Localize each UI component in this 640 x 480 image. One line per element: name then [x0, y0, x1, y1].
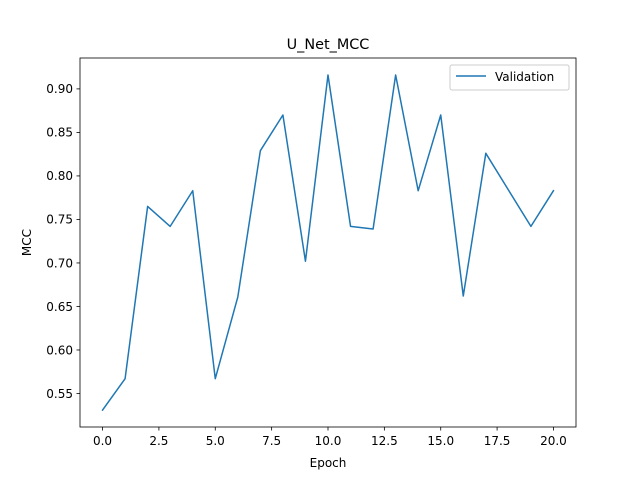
y-tick-label: 0.90 [46, 82, 73, 96]
plot-area [101, 74, 555, 412]
legend-label-validation: Validation [495, 70, 554, 84]
y-axis: 0.55 0.60 0.65 0.70 0.75 0.80 0.85 0.90 [46, 82, 80, 401]
x-tick-label: 10.0 [315, 434, 342, 448]
x-tick-label: 0.0 [93, 434, 112, 448]
y-tick-label: 0.80 [46, 169, 73, 183]
x-tick-label: 17.5 [484, 434, 511, 448]
x-tick-label: 5.0 [206, 434, 225, 448]
y-tick-label: 0.60 [46, 343, 73, 357]
y-axis-label: MCC [20, 229, 34, 256]
chart-title: U_Net_MCC [287, 37, 370, 53]
legend: Validation [449, 64, 570, 91]
y-tick-label: 0.55 [46, 387, 73, 401]
x-tick-label: 15.0 [427, 434, 454, 448]
y-tick-label: 0.85 [46, 126, 73, 140]
x-tick-label: 20.0 [540, 434, 567, 448]
x-axis: 0.0 2.5 5.0 7.5 10.0 12.5 15.0 17.5 20.0 [93, 427, 567, 448]
series-line-validation [101, 74, 555, 412]
x-axis-label: Epoch [310, 456, 347, 470]
legend-box [449, 64, 570, 91]
y-tick-label: 0.70 [46, 256, 73, 270]
x-tick-label: 7.5 [262, 434, 281, 448]
x-tick-label: 12.5 [371, 434, 398, 448]
y-tick-label: 0.65 [46, 300, 73, 314]
y-tick-label: 0.75 [46, 213, 73, 227]
x-tick-label: 2.5 [149, 434, 168, 448]
